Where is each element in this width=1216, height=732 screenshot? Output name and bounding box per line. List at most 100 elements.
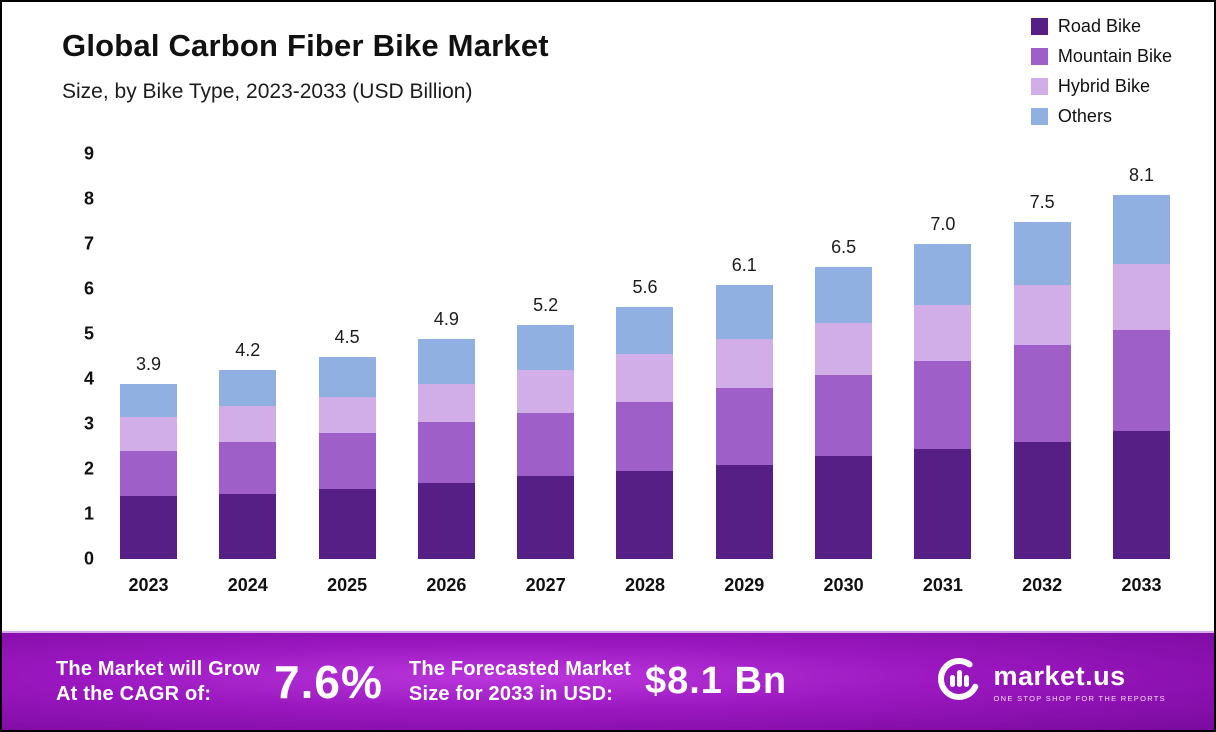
legend-label-others: Others: [1057, 106, 1112, 126]
footer-banner: The Market will Grow At the CAGR of: 7.6…: [2, 631, 1214, 730]
bar-segment-road-bike: [815, 455, 873, 559]
bar-segment-road-bike: [120, 496, 177, 559]
bar-segment-road-bike: [1013, 442, 1071, 559]
legend-item-mountain-bike: Mountain Bike: [1030, 46, 1172, 67]
y-tick-2: 2: [83, 458, 94, 479]
bar-column-2030: 6.5 2030: [815, 236, 873, 606]
chart-header: Global Carbon Fiber Bike Market Size, by…: [2, 2, 1214, 104]
cagr-label-line1: The Market will Grow: [56, 657, 261, 680]
bar-segment-others: [219, 370, 277, 406]
y-tick-7: 7: [83, 233, 94, 254]
bar-stack-2028: [616, 307, 674, 559]
bar-segment-hybrid-bike: [318, 397, 376, 433]
cagr-stat: The Market will Grow At the CAGR of: 7.6…: [56, 655, 383, 709]
bars-row: 3.9 2023 4.2 2024 4.5 2025 4.9 2026 5.2 2027 5.6 20…: [120, 165, 1170, 606]
bar-segment-mountain-bike: [616, 401, 674, 472]
bar-segment-road-bike: [517, 475, 575, 559]
bar-column-2028: 5.6 2028: [616, 277, 674, 605]
bar-total-label-2030: 6.5: [831, 236, 857, 257]
bar-segment-others: [914, 244, 972, 305]
x-axis-label-2028: 2028: [624, 575, 665, 595]
bar-total-label-2031: 7.0: [930, 214, 956, 234]
cagr-label-line2: At the CAGR of:: [56, 682, 212, 705]
legend-label-hybrid-bike: Hybrid Bike: [1057, 76, 1150, 96]
legend-item-road-bike: Road Bike: [1030, 16, 1172, 37]
cagr-value: 7.6%: [274, 655, 383, 708]
bar-segment-mountain-bike: [914, 361, 972, 449]
forecast-stat: The Forecasted Market Size for 2033 in U…: [409, 657, 787, 707]
bar-segment-mountain-bike: [1112, 329, 1170, 431]
chart-subtitle: Size, by Bike Type, 2023-2033 (USD Billi…: [62, 80, 473, 103]
bar-column-2032: 7.5 2032: [1013, 191, 1071, 606]
page-title: Global Carbon Fiber Bike Market: [62, 28, 549, 63]
bar-segment-others: [815, 266, 873, 323]
bar-stack-2027: [517, 325, 575, 559]
bar-segment-road-bike: [417, 482, 475, 559]
bar-column-2033: 8.1 2033: [1112, 164, 1170, 606]
bar-stack-2024: [219, 370, 277, 559]
y-tick-3: 3: [83, 413, 94, 434]
bar-column-2023: 3.9 2023: [120, 354, 177, 606]
bar-stack-2023: [120, 383, 177, 559]
bar-segment-others: [1112, 194, 1170, 265]
x-axis-label-2026: 2026: [426, 575, 467, 595]
legend-swatch-others: [1030, 108, 1048, 125]
bar-segment-hybrid-bike: [219, 406, 277, 442]
brand-name: market.us: [993, 660, 1126, 691]
x-axis-label-2024: 2024: [227, 575, 268, 595]
forecast-label: The Forecasted Market Size for 2033 in U…: [409, 657, 631, 707]
bar-segment-hybrid-bike: [1112, 264, 1170, 330]
legend-swatch-mountain-bike: [1030, 48, 1048, 65]
x-axis-label-2032: 2032: [1022, 575, 1063, 595]
legend-swatch-road-bike: [1030, 18, 1048, 35]
bar-total-label-2027: 5.2: [533, 295, 559, 315]
bar-stack-2026: [417, 338, 475, 559]
bar-total-label-2026: 4.9: [433, 308, 459, 329]
bar-segment-mountain-bike: [517, 412, 575, 476]
bar-total-label-2023: 3.9: [135, 353, 162, 374]
bar-stack-2025: [318, 356, 376, 559]
bar-segment-road-bike: [914, 448, 972, 559]
legend-label-mountain-bike: Mountain Bike: [1057, 46, 1172, 66]
y-tick-9: 9: [83, 143, 94, 164]
bar-stack-2031: [914, 244, 972, 559]
bar-segment-others: [715, 284, 773, 339]
y-tick-4: 4: [83, 368, 94, 389]
bar-segment-others: [616, 307, 674, 355]
bar-segment-others: [517, 325, 575, 370]
cagr-label: The Market will Grow At the CAGR of:: [56, 657, 260, 707]
bar-segment-hybrid-bike: [815, 322, 873, 375]
bar-total-label-2029: 6.1: [731, 254, 757, 275]
bar-segment-hybrid-bike: [1013, 284, 1071, 346]
legend-label-road-bike: Road Bike: [1057, 16, 1141, 36]
bar-total-label-2032: 7.5: [1029, 191, 1055, 212]
x-axis-label-2030: 2030: [823, 575, 864, 595]
bar-segment-mountain-bike: [318, 433, 376, 490]
forecast-label-line1: The Forecasted Market: [408, 657, 631, 680]
bar-total-label-2025: 4.5: [334, 326, 360, 347]
chart-legend: Road Bike Mountain Bike Hybrid Bike Others: [1030, 16, 1172, 127]
bar-segment-hybrid-bike: [616, 354, 674, 402]
bar-total-label-2024: 4.2: [235, 340, 261, 360]
bar-segment-mountain-bike: [715, 388, 773, 465]
bar-column-2024: 4.2 2024: [219, 340, 277, 605]
bar-total-label-2033: 8.1: [1128, 164, 1154, 185]
x-axis-label-2025: 2025: [327, 575, 368, 595]
legend-swatch-hybrid-bike: [1030, 78, 1048, 95]
bar-segment-road-bike: [219, 493, 277, 559]
bar-segment-hybrid-bike: [517, 370, 575, 413]
bar-column-2031: 7.0 2031: [914, 214, 972, 605]
brand-text: market.us ONE STOP SHOP FOR THE REPORTS: [994, 661, 1166, 703]
bar-column-2025: 4.5 2025: [318, 326, 376, 606]
bar-segment-hybrid-bike: [120, 417, 177, 451]
bar-segment-hybrid-bike: [417, 383, 475, 422]
y-tick-0: 0: [83, 548, 94, 569]
forecast-value: $8.1 Bn: [644, 660, 788, 702]
bar-total-label-2028: 5.6: [632, 277, 658, 297]
bar-stack-2032: [1013, 221, 1071, 559]
x-axis-label-2033: 2033: [1121, 575, 1162, 595]
legend-item-hybrid-bike: Hybrid Bike: [1030, 76, 1172, 97]
x-axis-label-2027: 2027: [525, 575, 566, 595]
brand-tagline: ONE STOP SHOP FOR THE REPORTS: [993, 693, 1166, 703]
